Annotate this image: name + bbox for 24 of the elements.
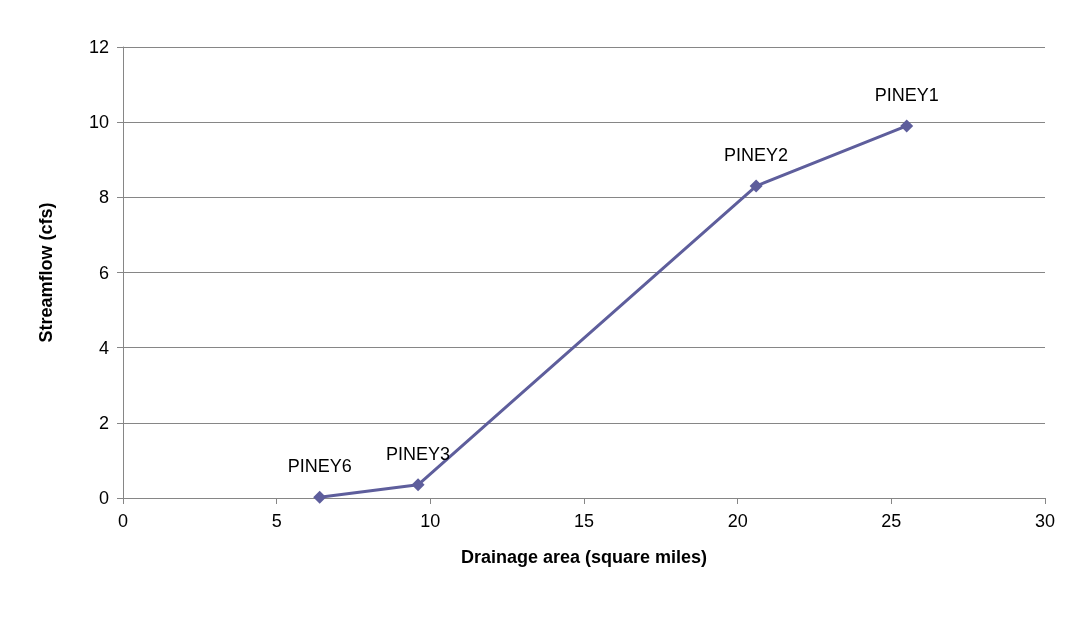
x-tick-label: 20 [727, 511, 748, 531]
point [313, 490, 327, 504]
y-tick-label: 0 [98, 488, 109, 508]
x-tick-label: 30 [1034, 511, 1056, 531]
x-axis-title: Drainage area (square miles) [460, 547, 708, 567]
y-tick-label: 6 [98, 262, 109, 283]
y-tick-label: 2 [98, 412, 109, 433]
point [900, 119, 914, 133]
x-tick-label: 25 [881, 511, 902, 531]
x-tick-label: 10 [420, 511, 441, 531]
y-tick-label: 12 [88, 37, 109, 57]
x-tick-label: 5 [271, 511, 282, 531]
y-axis-title: Streamflow (cfs) [36, 202, 56, 343]
annotation: PINEY6 [287, 456, 352, 477]
annotation: PINEY2 [724, 145, 789, 166]
point [749, 179, 763, 193]
annotation: PINEY3 [386, 443, 451, 464]
point [411, 478, 425, 492]
x-tick-label: 15 [573, 511, 595, 531]
y-tick-label: 10 [88, 112, 109, 133]
y-tick-label: 8 [98, 187, 109, 208]
annotation: PINEY1 [874, 84, 939, 105]
y-tick-label: 4 [98, 337, 109, 358]
x-tick-label: 0 [117, 511, 129, 531]
